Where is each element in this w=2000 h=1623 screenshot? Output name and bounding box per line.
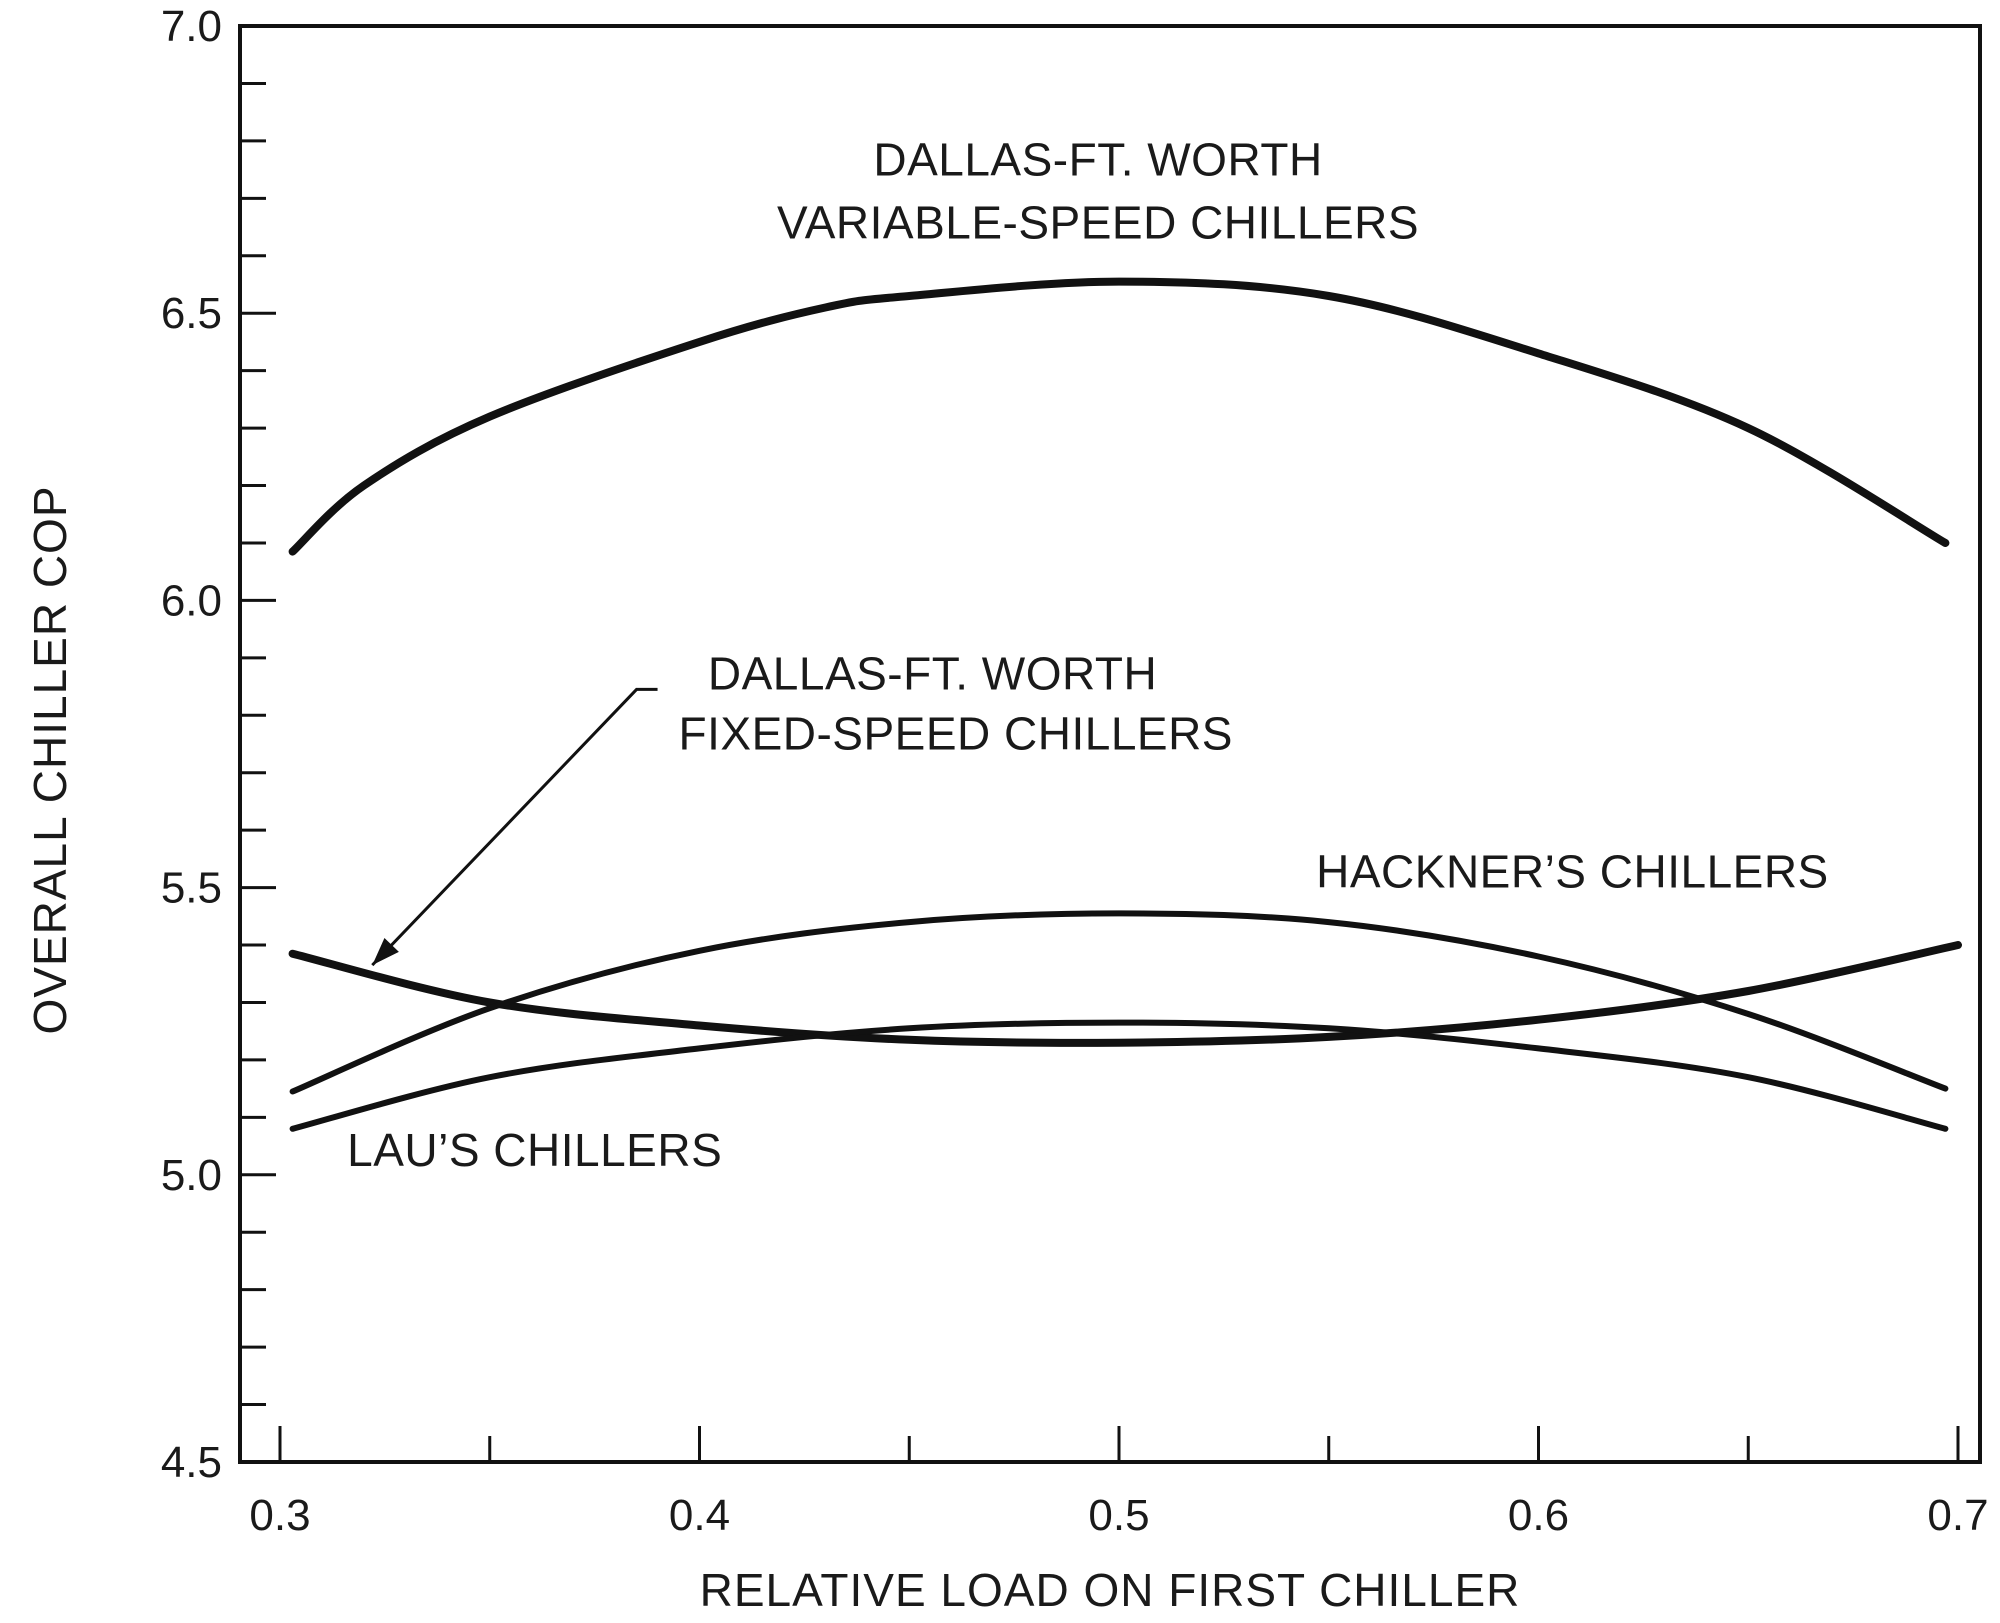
y-tick-labels: 4.5 5.0 5.5 6.0 6.5 7.0 bbox=[161, 2, 222, 1487]
x-tick-label: 0.4 bbox=[669, 1491, 730, 1540]
series-line-dallas-variable-speed bbox=[288, 277, 1950, 556]
major-ticks bbox=[240, 24, 1960, 1464]
y-tick-label: 6.5 bbox=[161, 289, 222, 338]
y-tick-label: 5.0 bbox=[161, 1151, 222, 1200]
y-axis-title: OVERALL CHILLER COP bbox=[24, 485, 76, 1034]
plot-frame bbox=[238, 24, 1982, 1464]
y-tick-label: 7.0 bbox=[161, 2, 222, 51]
label-dallas-fixed-speed: FIXED-SPEED CHILLERS bbox=[679, 708, 1233, 760]
label-lau: LAU’S CHILLERS bbox=[347, 1124, 722, 1176]
label-dallas-variable-speed: DALLAS-FT. WORTH bbox=[873, 133, 1322, 185]
x-tick-labels: 0.3 0.4 0.5 0.6 0.7 bbox=[249, 1491, 1988, 1540]
x-tick-label: 0.5 bbox=[1088, 1491, 1149, 1540]
x-tick-label: 0.3 bbox=[249, 1491, 310, 1540]
annotation-arrowhead bbox=[372, 938, 399, 966]
y-tick-label: 6.0 bbox=[161, 576, 222, 625]
x-tick-label: 0.6 bbox=[1508, 1491, 1569, 1540]
label-dallas-variable-speed: VARIABLE-SPEED CHILLERS bbox=[777, 197, 1419, 249]
annotation-arrow bbox=[371, 687, 658, 967]
y-tick-label: 5.5 bbox=[161, 864, 222, 913]
minor-ticks bbox=[240, 81, 1750, 1462]
x-axis-title: RELATIVE LOAD ON FIRST CHILLER bbox=[700, 1564, 1521, 1616]
series-line-lau bbox=[289, 1019, 1949, 1132]
y-tick-label: 4.5 bbox=[161, 1438, 222, 1487]
series-line-dallas-fixed-speed bbox=[288, 941, 1962, 1047]
annotations: DALLAS-FT. WORTH VARIABLE-SPEED CHILLERS D… bbox=[347, 133, 1829, 1176]
series-lines bbox=[288, 277, 1962, 1132]
x-tick-label: 0.7 bbox=[1927, 1491, 1988, 1540]
label-hackner: HACKNER’S CHILLERS bbox=[1316, 846, 1829, 898]
series-line-hackner bbox=[289, 910, 1949, 1095]
label-dallas-fixed-speed: DALLAS-FT. WORTH bbox=[708, 647, 1157, 699]
